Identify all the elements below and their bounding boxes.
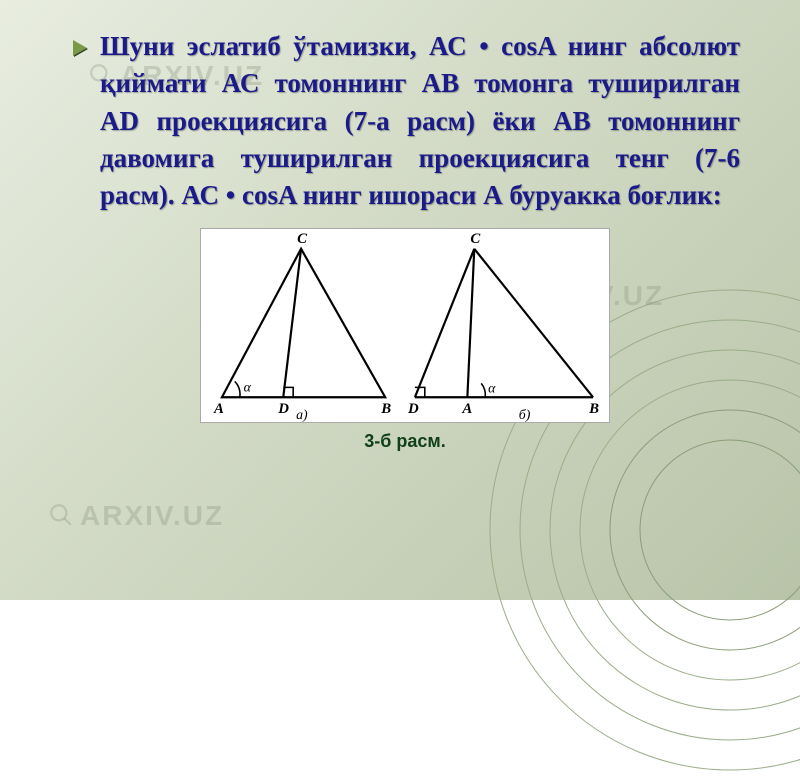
label-A-b: A [461,401,472,417]
label-B-b: B [588,401,599,417]
label-B-a: B [380,401,391,417]
panel-a: α A D B C а) [213,231,391,422]
panel-b: α D A B C б) [407,231,599,422]
watermark: ARXIV.UZ [80,500,224,532]
label-C-a: C [297,231,308,247]
angle-label-a: α [244,380,252,395]
content-area: Шуни эслатиб ўтамизки, АС • cosA нинг аб… [0,0,800,472]
figure-svg: α A D B C а) α [201,229,609,422]
bullet-paragraph: Шуни эслатиб ўтамизки, АС • cosA нинг аб… [70,28,740,214]
watermark-text: ARXIV.UZ [80,500,224,531]
label-A-a: A [213,401,224,417]
label-C-b: C [470,231,481,247]
label-D-b: D [407,401,419,417]
body-text: Шуни эслатиб ўтамизки, АС • cosA нинг аб… [100,28,740,214]
angle-label-b: α [488,381,496,396]
figure-caption: 3-б расм. [70,431,740,452]
bullet-icon [70,38,92,60]
label-D-a: D [277,401,289,417]
sublabel-a: а) [296,407,308,422]
sublabel-b: б) [519,407,531,422]
geometry-figure: α A D B C а) α [200,228,610,423]
